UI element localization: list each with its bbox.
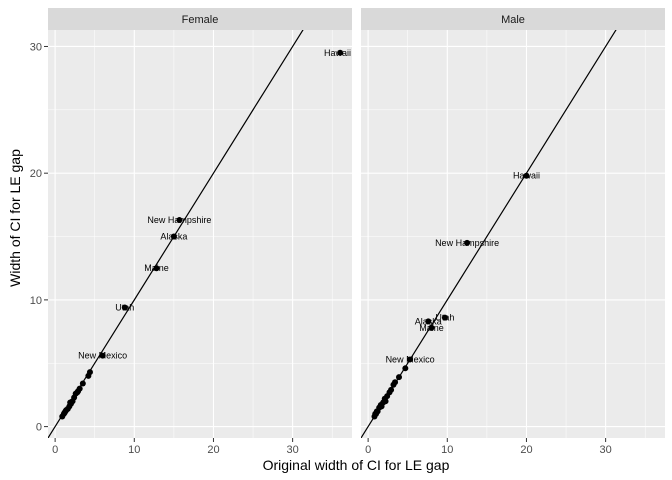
data-point — [79, 380, 86, 387]
x-axis-title: Original width of CI for LE gap — [263, 457, 450, 473]
y-tick-label: 30 — [30, 41, 42, 53]
data-point — [407, 356, 414, 363]
data-point — [75, 388, 82, 395]
panel-background — [48, 30, 352, 438]
data-point — [441, 314, 448, 321]
y-axis-title: Width of CI for LE gap — [7, 149, 23, 287]
x-tick-label: 20 — [520, 444, 532, 456]
x-tick-label: 0 — [365, 444, 371, 456]
data-point — [464, 239, 471, 246]
x-tick-label: 20 — [207, 444, 219, 456]
data-point — [99, 352, 106, 359]
point-label: Utah — [115, 302, 134, 312]
y-tick-label: 10 — [30, 295, 42, 307]
data-point — [85, 372, 92, 379]
panel-male: Male 0 10 20 30 Hawaii New Hampshire UtahAlaska… — [361, 8, 665, 456]
point-label: Alaska — [160, 232, 187, 242]
x-tick-label: 10 — [128, 444, 140, 456]
panel-female: Female 0 10 20 30 0 10 20 30 Hawaii New Hampshire A… — [30, 8, 352, 456]
point-label: New Hampshire — [147, 215, 211, 225]
identity-line — [48, 30, 304, 438]
point-label: Alaska — [415, 316, 442, 326]
x-tick-label: 10 — [441, 444, 453, 456]
point-label: Maine — [419, 323, 444, 333]
point-label: New Hampshire — [435, 238, 499, 248]
point-label: Hawaii — [513, 171, 540, 181]
data-point — [428, 324, 435, 331]
data-point — [382, 398, 389, 405]
data-point — [59, 413, 66, 420]
data-point — [337, 49, 344, 56]
data-point — [170, 233, 177, 240]
panel-background — [361, 30, 665, 438]
data-point — [153, 265, 160, 272]
point-label: Maine — [144, 263, 169, 273]
y-tick-label: 0 — [36, 422, 42, 434]
facet-strip — [361, 8, 665, 30]
data-point — [121, 304, 128, 311]
data-point — [523, 172, 530, 179]
data-point — [425, 318, 432, 325]
data-point — [176, 217, 183, 224]
data-point — [402, 365, 409, 372]
x-tick-label: 0 — [52, 444, 58, 456]
point-label: New Mexico — [78, 351, 127, 361]
data-point — [372, 410, 379, 417]
point-label: New Mexico — [386, 354, 435, 364]
data-point — [62, 408, 69, 415]
panels: Female 0 10 20 30 0 10 20 30 Hawaii New Hampshire A… — [30, 8, 665, 456]
point-label: Utah — [435, 313, 454, 323]
point-label: Hawaii — [324, 48, 351, 58]
data-point — [71, 394, 78, 401]
x-tick-label: 30 — [600, 444, 612, 456]
facet-strip — [48, 8, 352, 30]
data-point — [392, 379, 399, 386]
data-point — [67, 399, 74, 406]
data-point — [396, 374, 402, 381]
facet-strip-label: Female — [182, 14, 219, 26]
data-point — [378, 403, 385, 410]
x-tick-label: 30 — [287, 444, 299, 456]
facet-strip-label: Male — [501, 14, 525, 26]
y-tick-label: 20 — [30, 168, 42, 180]
